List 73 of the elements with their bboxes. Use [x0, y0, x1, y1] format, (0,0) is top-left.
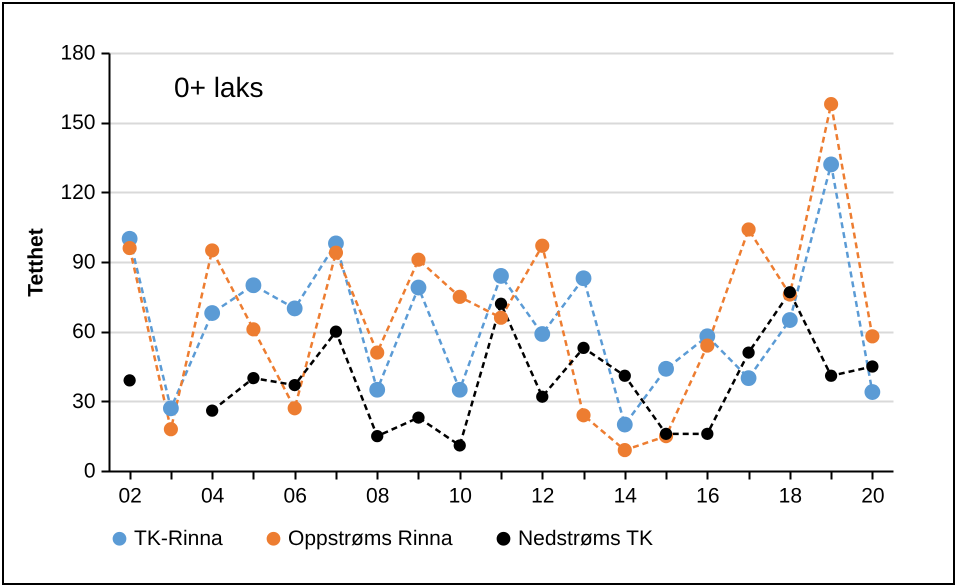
point	[164, 422, 178, 436]
point	[454, 439, 466, 452]
point	[246, 322, 260, 336]
point	[577, 342, 590, 354]
point	[700, 338, 714, 353]
point	[864, 384, 880, 400]
point	[823, 156, 840, 172]
point	[824, 97, 838, 112]
x-tick-label: 14	[614, 484, 638, 508]
x-tick-label: 12	[531, 484, 554, 508]
y-tick-label: 0	[84, 460, 96, 482]
y-tick-label: 30	[72, 390, 96, 413]
point	[288, 401, 302, 416]
x-tick-label: 06	[284, 484, 307, 508]
y-tick-label: 150	[60, 111, 96, 134]
point	[371, 430, 384, 442]
point	[701, 428, 714, 440]
point	[535, 238, 550, 253]
point	[206, 404, 218, 417]
point	[452, 382, 468, 398]
x-tick-label: 04	[200, 484, 225, 508]
point	[782, 312, 798, 328]
legend-label: Oppstrøms Rinna	[288, 526, 453, 550]
x-tick-label: 08	[366, 484, 390, 508]
point	[122, 241, 137, 256]
point	[866, 360, 878, 373]
point	[246, 277, 262, 294]
point	[740, 370, 756, 386]
point	[286, 300, 303, 316]
y-axis-title: Tetthet	[24, 228, 48, 297]
point	[369, 382, 386, 398]
y-tick-label: 60	[72, 320, 96, 344]
legend-label: TK-Rinna	[134, 526, 224, 550]
point	[618, 443, 632, 458]
point	[576, 408, 591, 422]
point	[536, 390, 548, 403]
point	[658, 360, 674, 377]
y-tick-label: 90	[72, 250, 96, 274]
point	[412, 411, 425, 424]
point	[865, 329, 880, 344]
point	[494, 298, 508, 310]
point	[534, 326, 550, 342]
x-tick-label: 16	[696, 484, 720, 508]
point	[576, 270, 592, 286]
point	[618, 370, 631, 382]
point	[288, 378, 301, 392]
point	[124, 374, 136, 387]
point	[452, 290, 467, 304]
y-tick-label: 120	[60, 180, 96, 204]
legend-label: Nedstrøms TK	[518, 526, 653, 550]
x-tick-label: 02	[118, 484, 142, 508]
point	[411, 252, 426, 267]
point	[330, 326, 342, 338]
point	[204, 305, 220, 321]
point	[616, 416, 633, 432]
x-tick-label: 20	[861, 484, 885, 508]
point	[328, 246, 344, 260]
point	[784, 286, 796, 298]
point	[494, 310, 508, 325]
point	[410, 280, 426, 296]
x-tick-label: 18	[778, 484, 802, 508]
point	[824, 370, 838, 382]
point	[742, 222, 756, 237]
point	[162, 400, 179, 416]
point	[247, 372, 260, 384]
point	[493, 268, 509, 284]
annotation: 0+ laks	[174, 72, 264, 103]
point	[660, 428, 672, 440]
x-tick-label: 10	[448, 484, 472, 508]
point	[370, 346, 384, 360]
point	[742, 346, 755, 359]
y-tick-label: 180	[60, 42, 96, 64]
point	[205, 243, 220, 258]
